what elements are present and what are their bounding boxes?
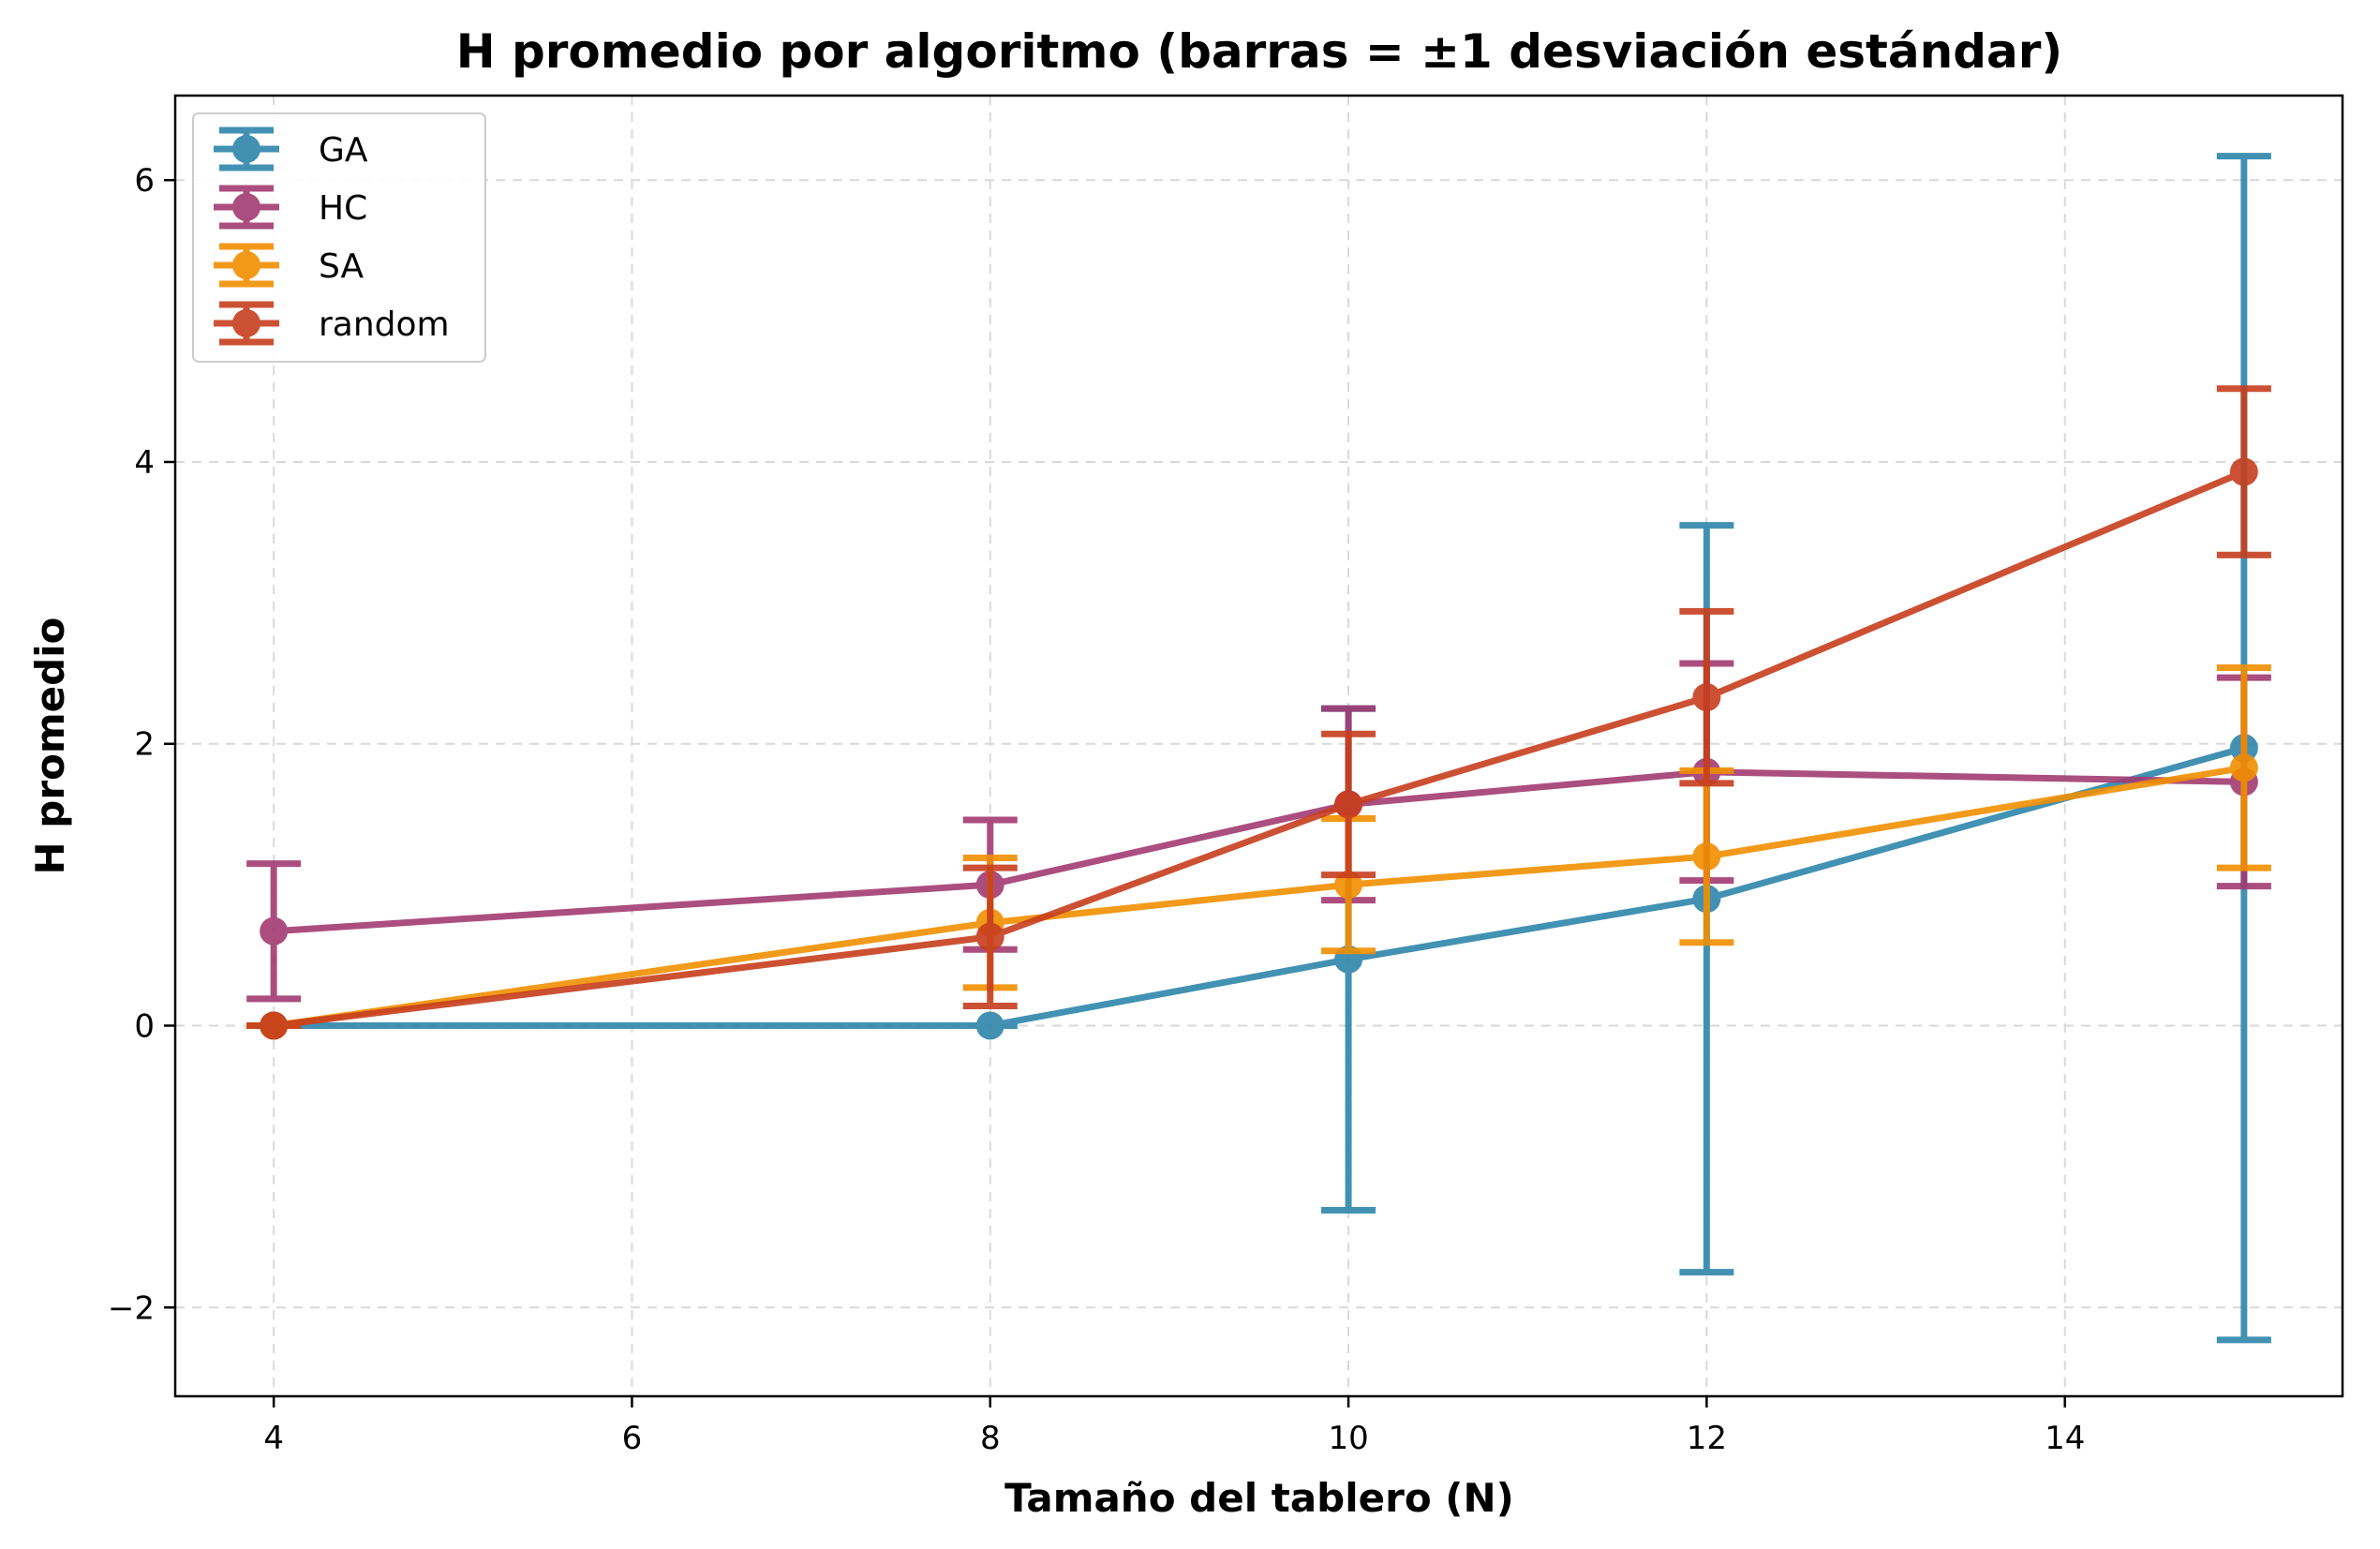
legend-marker	[232, 135, 260, 163]
x-tick-label: 10	[1328, 1420, 1368, 1457]
x-tick-label: 14	[2045, 1420, 2085, 1457]
y-tick-label: 6	[134, 162, 155, 200]
legend-marker	[232, 193, 260, 221]
data-point	[260, 916, 289, 946]
x-tick-label: 4	[263, 1420, 284, 1457]
data-point	[2229, 753, 2258, 782]
plot-area-frame	[173, 94, 2344, 1398]
legend-entry-HC	[214, 185, 279, 230]
legend-label: random	[319, 305, 450, 344]
y-tick-label: 2	[134, 726, 155, 764]
x-tick-label: 8	[980, 1420, 1001, 1457]
data-point	[2229, 457, 2258, 486]
legend-box	[192, 112, 486, 363]
legend: GA HC SA random	[192, 112, 486, 363]
series-random	[246, 385, 2271, 1040]
axis-ticks: 4 6 8 10 12 14 −2 0 2 4 6	[108, 162, 2085, 1457]
data-point	[975, 1011, 1004, 1040]
legend-entry-random	[214, 301, 279, 346]
x-tick-label: 6	[622, 1420, 643, 1457]
y-tick-label: −2	[108, 1289, 155, 1327]
y-tick-label: 4	[134, 444, 155, 482]
y-axis-label: H promedio	[27, 618, 73, 875]
legend-label: SA	[319, 247, 364, 286]
data-point	[1334, 790, 1363, 819]
data-point	[1692, 842, 1721, 871]
legend-entry-SA	[214, 243, 279, 288]
x-tick-label: 12	[1687, 1420, 1727, 1457]
legend-label: GA	[319, 131, 368, 170]
chart-title: H promedio por algoritmo (barras = ±1 de…	[456, 24, 2063, 79]
series-group	[246, 153, 2271, 1344]
data-point	[260, 1011, 289, 1040]
legend-label: HC	[319, 189, 367, 228]
legend-marker	[232, 251, 260, 279]
data-point	[975, 922, 1004, 951]
legend-marker	[232, 309, 260, 337]
y-tick-label: 0	[134, 1008, 155, 1046]
data-point	[1692, 683, 1721, 712]
legend-entry-GA	[214, 127, 279, 171]
x-axis-label: Tamaño del tablero (N)	[1004, 1475, 1514, 1521]
